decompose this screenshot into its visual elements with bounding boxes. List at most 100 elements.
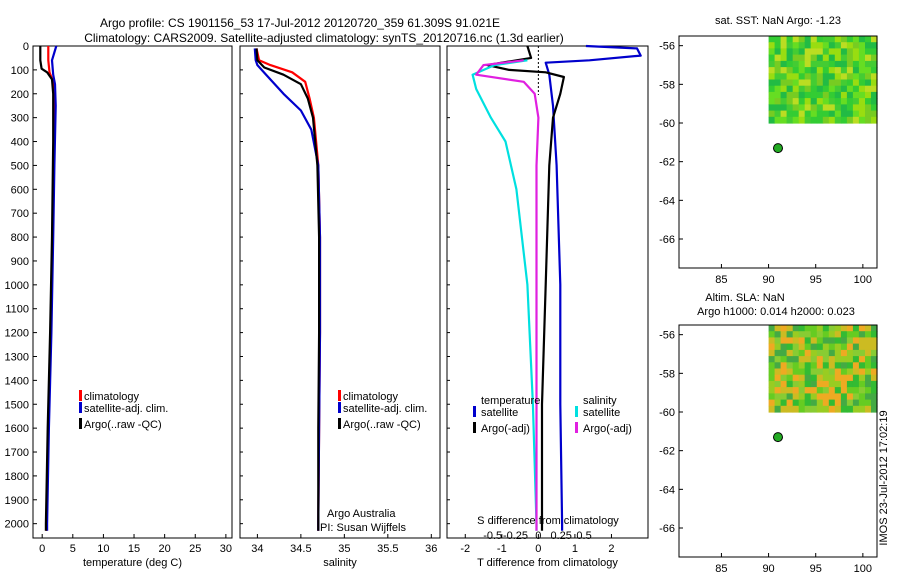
map-cell: [798, 48, 806, 56]
map-cell: [822, 380, 830, 388]
map-cell: [810, 399, 818, 407]
map-cell: [804, 405, 812, 413]
map-cell: [810, 325, 818, 332]
y-tick-label: 900: [11, 256, 29, 268]
map-cell: [810, 337, 818, 345]
legend-label: Argo(-adj): [481, 423, 530, 435]
map-cell: [768, 67, 776, 74]
map-cell: [768, 116, 776, 124]
map-cell: [822, 73, 830, 81]
map-cell: [804, 356, 812, 363]
map-cell: [810, 393, 818, 401]
x-tick-label: 36: [425, 543, 437, 555]
legend-label: climatology: [84, 391, 140, 403]
map-cell: [846, 349, 854, 357]
map-cell: [798, 387, 806, 394]
legend-swatch: [79, 402, 82, 413]
map-cell: [792, 110, 800, 118]
map-cell: [798, 325, 806, 332]
map-cell: [852, 343, 860, 351]
map-cell: [804, 36, 812, 43]
map-cell: [865, 356, 872, 363]
map-cell: [780, 356, 788, 363]
map-cell: [828, 104, 836, 112]
map-cell: [852, 331, 860, 338]
map-cell: [828, 60, 836, 68]
map-cell: [816, 110, 824, 118]
map-cell: [822, 54, 830, 62]
map-cell: [852, 91, 860, 99]
map-cell: [840, 337, 848, 345]
y-tick-label: 1000: [5, 280, 29, 292]
map-cell: [858, 362, 866, 370]
map-cell: [774, 91, 782, 99]
map-cell: [792, 73, 800, 81]
map-cell: [852, 349, 860, 357]
map-cell: [846, 331, 854, 338]
map-cell: [828, 98, 836, 105]
map-cell: [798, 73, 806, 81]
map-cell: [780, 36, 788, 43]
map-cell: [822, 85, 830, 93]
map-cell: [810, 48, 818, 56]
map-cell: [804, 73, 812, 81]
x-tick-label: 100: [854, 274, 872, 286]
map-cell: [852, 362, 860, 370]
map-cell: [768, 91, 776, 99]
map-cell: [846, 356, 854, 363]
plot-frame: [239, 45, 441, 539]
x-tick-label: 25: [189, 543, 201, 555]
series-line-climatology: [255, 48, 322, 531]
map-cell: [822, 356, 830, 363]
annotation-line: PI: Susan Wijffels: [320, 522, 406, 534]
legend-swatch: [79, 418, 82, 429]
map-cell: [822, 331, 830, 338]
map-cell: [798, 60, 806, 68]
map-cell: [865, 349, 872, 357]
map-cell: [834, 54, 842, 62]
map-cell: [858, 116, 866, 124]
map-cell: [786, 362, 794, 370]
map-cell: [871, 104, 878, 112]
map-cell: [786, 36, 794, 43]
map-cell: [822, 399, 830, 407]
map-cell: [768, 42, 776, 49]
map-cell: [828, 356, 836, 363]
map-cell: [840, 368, 848, 376]
legend-swatch: [575, 422, 578, 433]
map-cell: [858, 337, 866, 345]
x-tick-label: -2: [460, 543, 470, 555]
map-cell: [780, 85, 788, 93]
map-cell: [816, 380, 824, 388]
map-cell: [822, 116, 830, 124]
map-cell: [774, 110, 782, 118]
map-cell: [840, 374, 848, 382]
map-cell: [852, 67, 860, 74]
y-tick-label: -58: [659, 368, 675, 380]
map-cell: [871, 110, 878, 118]
map-cell: [798, 374, 806, 382]
map-cell: [786, 73, 794, 81]
map-cell: [840, 60, 848, 68]
map-cell: [786, 54, 794, 62]
map-cell: [852, 380, 860, 388]
map-cell: [822, 387, 830, 394]
map-cell: [768, 368, 776, 376]
map-cell: [780, 48, 788, 56]
map-cell: [798, 405, 806, 413]
map-cell: [828, 42, 836, 49]
map-cell: [810, 85, 818, 93]
map-cell: [804, 362, 812, 370]
map-cell: [798, 79, 806, 87]
map-cell: [804, 387, 812, 394]
map-cell: [780, 79, 788, 87]
s-tick-label: 0.25: [550, 530, 571, 542]
map-cell: [834, 356, 842, 363]
map-cell: [816, 331, 824, 338]
map-cell: [834, 116, 842, 124]
map-cell: [780, 73, 788, 81]
map-cell: [816, 374, 824, 382]
map-cell: [804, 85, 812, 93]
map-cell: [768, 356, 776, 363]
s-tick-label: 0.5: [576, 530, 591, 542]
